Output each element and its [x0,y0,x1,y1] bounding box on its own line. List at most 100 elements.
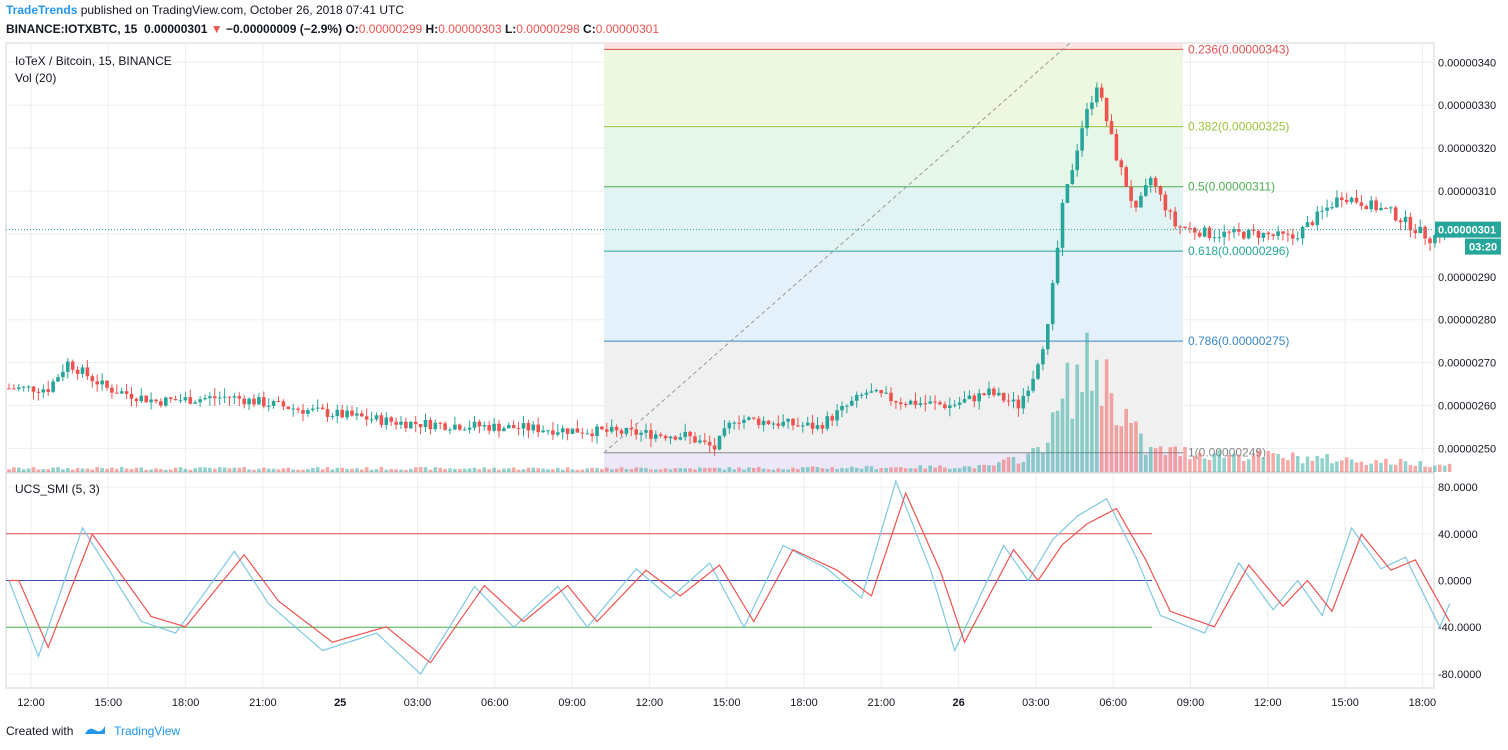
volume-bar [801,467,805,472]
time-tick-label: 21:00 [249,697,277,709]
candle-body [276,401,281,403]
volume-bar [644,468,648,472]
candle-body [810,422,815,429]
candle-body [580,432,585,434]
candle-body [575,428,580,433]
volume-bar [658,469,663,472]
volume-bar [1237,454,1241,472]
volume-bar [1281,457,1285,472]
volume-bar [585,468,589,472]
candle-body [213,396,217,399]
candle-body [1202,227,1207,237]
created-with-text: Created with [6,724,74,738]
volume-bar [159,468,163,472]
candle-body [717,435,722,450]
candle-body [698,440,702,443]
volume-bar [1070,418,1075,472]
volume-bar [1242,461,1246,472]
candle-body [1344,199,1349,203]
volume-bar [271,468,276,472]
candle-body [585,433,589,435]
volume-bar [110,467,114,472]
smi-signal-line [9,491,1451,664]
candle-body [413,421,418,425]
candle-body [1207,227,1212,238]
symbol-legend[interactable]: IoTeX / Bitcoin, 15, BINANCE [15,54,172,68]
candle-body [948,405,952,409]
candle-body [786,418,790,422]
volume-bar [791,467,795,472]
time-tick-label: 18:00 [790,697,818,709]
candle-body [85,367,90,377]
candle-body [967,395,972,400]
volume-bar [70,469,75,472]
volume-bar [1178,456,1182,472]
candle-body [453,424,457,430]
volume-bar [1075,364,1079,472]
candle-body [1153,178,1158,187]
fib-level-label: 0.618(0.00000296) [1188,244,1289,258]
volume-bar [12,467,16,472]
candle-body [1320,210,1324,212]
volume-bar [1021,461,1026,472]
volume-bar [66,467,70,472]
candle-body [389,417,393,422]
candle-body [335,409,340,417]
candle-body [492,423,496,431]
volume-bar [712,467,717,472]
volume-bar [1202,458,1207,472]
candle-body [727,422,732,429]
volume-bar [1251,455,1256,472]
volume-bar [531,467,536,472]
volume-bar [997,462,1001,472]
volume-bar [850,466,854,472]
candle-body [997,392,1001,396]
countdown-text: 03:20 [1469,242,1497,254]
volume-bar [61,469,65,472]
volume-bar [1433,465,1437,472]
volume-bar [252,469,256,472]
volume-bar [693,469,697,472]
current-price-badge [1435,221,1501,238]
volume-bar [350,468,354,472]
volume-bar [21,469,26,472]
candle-body [115,392,119,394]
volume-bar [1374,460,1378,472]
candle-body [423,420,428,428]
candle-body [1065,184,1070,203]
candle-body [1026,390,1030,396]
volume-bar [556,467,560,472]
indicator-legend[interactable]: UCS_SMI (5, 3) [15,482,100,496]
volume-bar [1276,453,1280,472]
volume-bar [428,469,433,472]
published-text: published on TradingView.com, October 26… [77,3,405,17]
volume-bar [134,467,139,472]
candle-body [908,400,913,405]
author-link[interactable]: TradeTrends [6,3,78,17]
candle-body [291,408,295,410]
candle-body [1374,200,1378,211]
tradingview-link[interactable]: TradingView [114,724,181,738]
volume-bar [913,468,918,472]
candle-body [394,421,398,425]
footer: Created with TradingView [6,724,180,739]
volume-bar [1335,461,1339,472]
time-tick-label: 06:00 [481,697,509,709]
volume-bar [311,468,315,472]
candle-body [693,436,697,443]
volume-legend[interactable]: Vol (20) [15,71,57,85]
candle-body [1222,231,1226,238]
volume-bar [41,469,46,472]
volume-bar [918,465,923,472]
candle-body [874,389,879,392]
volume-bar [345,468,349,472]
volume-bar [1403,461,1408,472]
candle-body [551,430,555,435]
low-label: L: [504,22,517,36]
volume-bar [1384,458,1388,472]
candle-body [198,399,202,403]
candle-body [1423,226,1427,239]
volume-bar [796,469,800,472]
volume-bar [590,467,594,472]
